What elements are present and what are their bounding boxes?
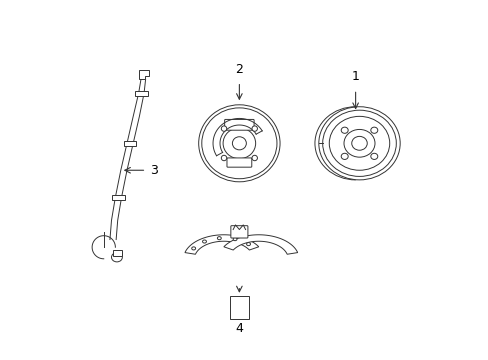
Text: 2: 2 xyxy=(235,63,243,76)
Ellipse shape xyxy=(221,126,226,131)
Ellipse shape xyxy=(232,137,246,150)
Polygon shape xyxy=(138,70,148,80)
Ellipse shape xyxy=(221,155,226,161)
Ellipse shape xyxy=(217,237,221,240)
Ellipse shape xyxy=(370,153,377,159)
Bar xyxy=(112,195,124,199)
Ellipse shape xyxy=(328,116,389,170)
Polygon shape xyxy=(224,235,297,254)
Ellipse shape xyxy=(251,155,257,161)
Ellipse shape xyxy=(343,130,374,157)
Ellipse shape xyxy=(202,240,206,243)
Ellipse shape xyxy=(202,108,276,179)
Ellipse shape xyxy=(246,243,250,246)
Text: 3: 3 xyxy=(150,164,158,177)
Polygon shape xyxy=(184,235,258,254)
FancyBboxPatch shape xyxy=(226,158,251,167)
Ellipse shape xyxy=(322,110,395,176)
Ellipse shape xyxy=(370,127,377,133)
Ellipse shape xyxy=(318,107,399,180)
Ellipse shape xyxy=(341,127,347,133)
Text: 1: 1 xyxy=(351,70,359,83)
Bar xyxy=(123,141,136,145)
FancyBboxPatch shape xyxy=(224,120,254,130)
Ellipse shape xyxy=(223,128,255,159)
Ellipse shape xyxy=(191,247,195,250)
Ellipse shape xyxy=(341,153,347,159)
Ellipse shape xyxy=(351,136,366,150)
Ellipse shape xyxy=(233,238,237,240)
Text: 4: 4 xyxy=(235,321,243,334)
Ellipse shape xyxy=(198,105,280,182)
Ellipse shape xyxy=(251,126,257,131)
FancyBboxPatch shape xyxy=(230,226,247,238)
Bar xyxy=(135,91,147,95)
Bar xyxy=(113,249,122,256)
Bar xyxy=(230,296,248,319)
Ellipse shape xyxy=(111,253,122,262)
